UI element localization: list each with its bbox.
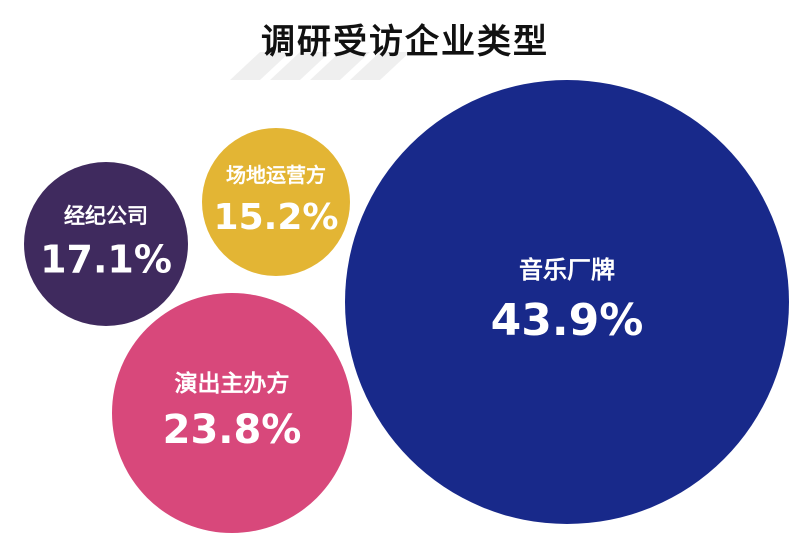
bubble-value-promoter: 23.8% [163, 407, 302, 453]
bubble-promoter: 演出主办方 23.8% [112, 293, 352, 533]
bubble-value-venue-operator: 15.2% [214, 197, 339, 238]
bubble-circle-agency [24, 162, 188, 326]
bubble-music-label: 音乐厂牌 43.9% [345, 80, 789, 524]
bubble-label-venue-operator: 场地运营方 [226, 163, 326, 187]
background-watermark [230, 52, 410, 80]
bubble-agency: 经纪公司 17.1% [24, 162, 188, 326]
bubble-venue-operator: 场地运营方 15.2% [202, 128, 350, 276]
chart-title: 调研受访企业类型 [261, 22, 549, 62]
bubble-label-music-label: 音乐厂牌 [519, 256, 615, 284]
bubble-value-agency: 17.1% [40, 238, 172, 282]
bubble-circle-venue-operator [202, 128, 350, 276]
bubble-circle-promoter [112, 293, 352, 533]
bubble-value-music-label: 43.9% [491, 295, 644, 346]
bubble-label-promoter: 演出主办方 [175, 370, 290, 397]
bubble-label-agency: 经纪公司 [64, 204, 148, 228]
bubble-circle-music-label [345, 80, 789, 524]
